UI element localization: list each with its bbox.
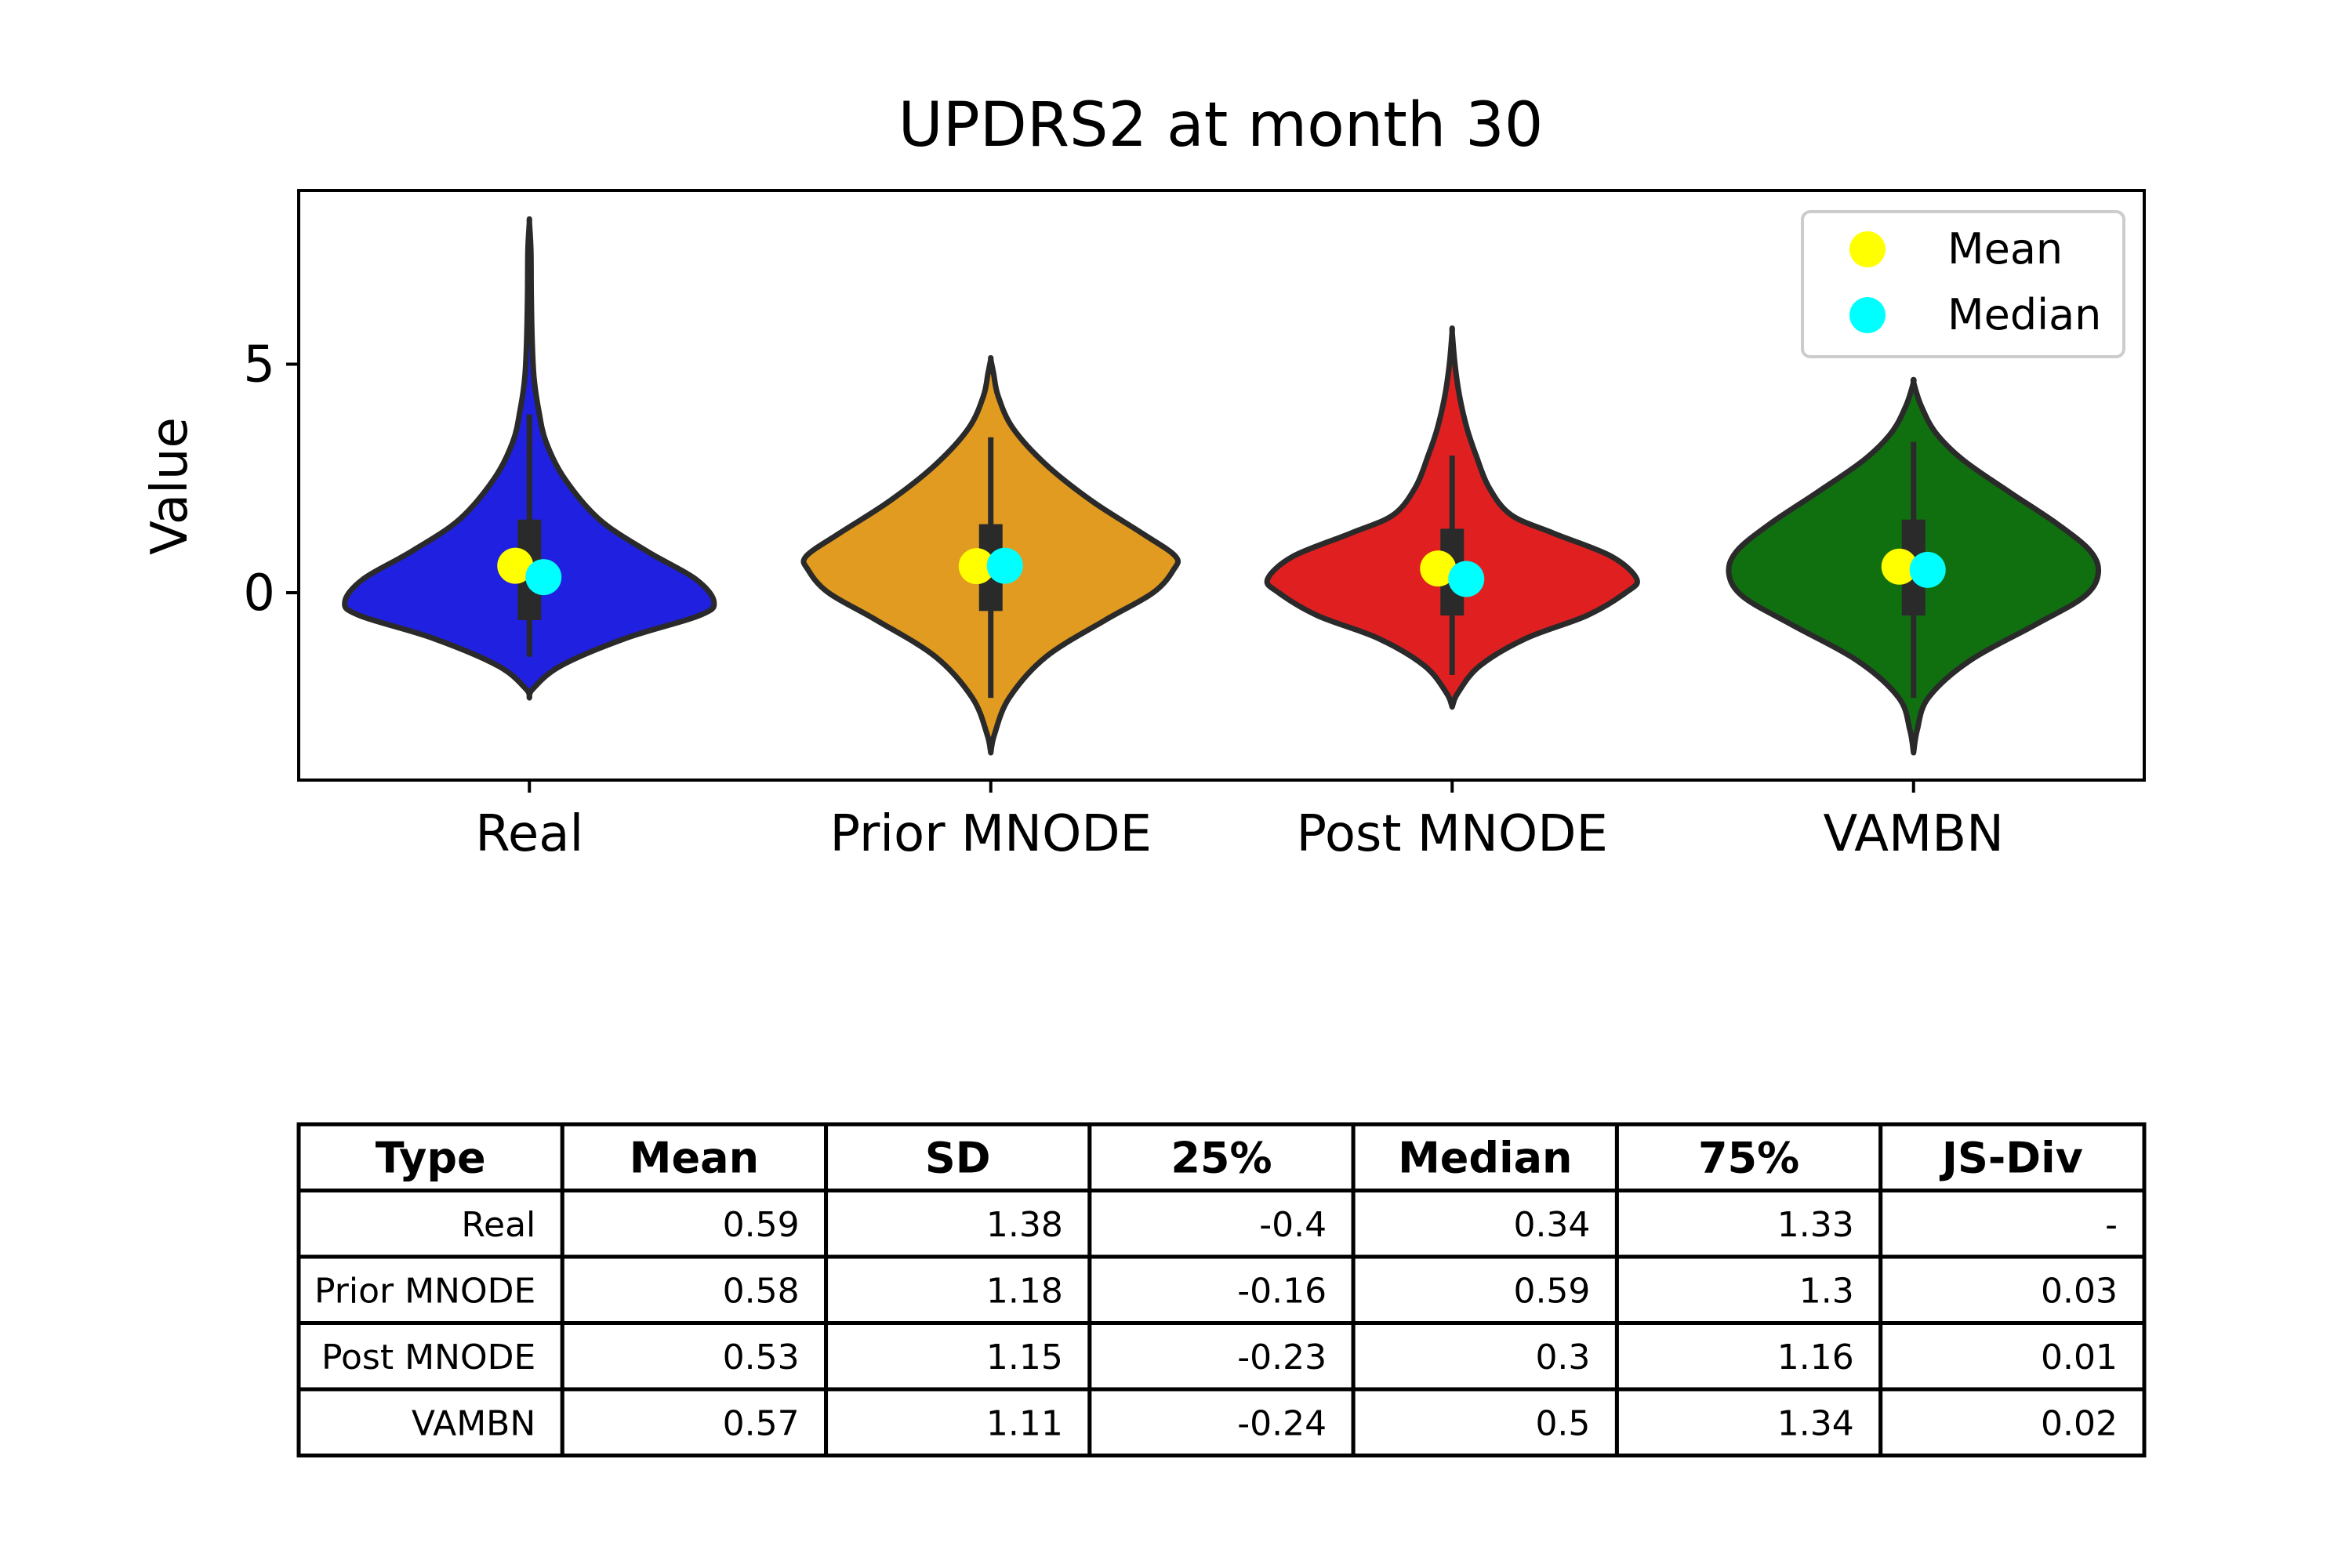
table-cell-value: 1.11 [986,1403,1063,1443]
table-header-cell [296,1122,564,1192]
table-header-label: JS-Div [1939,1133,2083,1182]
table-cell-value: 0.34 [1513,1205,1590,1245]
table-cell [824,1387,1092,1457]
table-header-cell [560,1122,829,1192]
table-cell [560,1189,829,1259]
table-header-label: Type [376,1133,486,1182]
median-marker [986,547,1023,584]
mean-marker [958,548,995,585]
table-cell [560,1254,829,1325]
table-cell-value: 0.53 [723,1338,800,1377]
x-tick-label: Real [475,805,583,863]
mean-marker [1881,548,1918,585]
table-cell [1087,1189,1356,1259]
table-header-cell [1614,1122,1883,1192]
legend: Mean Median [1801,210,2125,358]
table-cell-value: 0.59 [723,1205,800,1245]
mean-marker [1420,550,1457,587]
table-cell [1878,1387,2147,1457]
table-cell [1614,1387,1883,1457]
table-header-label: Median [1398,1133,1572,1182]
table-cell [824,1321,1092,1392]
table-cell-value: -0.4 [1259,1205,1327,1245]
table-cell [296,1189,564,1259]
legend-mean-label: Mean [1947,224,2063,274]
table-cell-value: Post MNODE [321,1338,535,1377]
table-cell-value: 1.34 [1777,1403,1854,1443]
x-tick-label: VAMBN [1824,805,2004,863]
table-cell-value: VAMBN [412,1403,535,1443]
legend-mean-marker [1849,231,1886,267]
table-header-label: Mean [630,1133,759,1182]
table-cell-value: 0.01 [2041,1338,2118,1377]
table-cell [296,1387,564,1457]
table-cell-value: 0.02 [2041,1403,2118,1443]
table-header-label: SD [925,1133,991,1182]
chart-title: UPDRS2 at month 30 [898,90,1544,161]
table-cell-value: 0.3 [1535,1338,1590,1377]
mean-marker [497,547,534,584]
table-cell [1878,1189,2147,1259]
table-cell-value: 0.59 [1513,1271,1590,1311]
median-marker [1909,551,1946,588]
table-cell-value: -0.16 [1237,1271,1327,1311]
table-header-label: 75% [1698,1133,1799,1182]
legend-median-marker [1849,297,1886,333]
y-tick-label: 5 [243,336,275,394]
table-cell-value: 1.15 [986,1338,1063,1377]
table-cell-value: - [2105,1205,2118,1245]
table-cell [560,1321,829,1392]
summary-table: Type Mean SD 25% Median 75% JS-Div Real 0.59 1.38… [296,1122,2147,1457]
median-marker [525,559,562,596]
axes-frame [297,189,2146,782]
table-cell-value: -0.24 [1237,1403,1327,1443]
table-cell [824,1189,1092,1259]
y-tick-label: 0 [243,564,275,622]
legend-median-label: Median [1947,290,2101,339]
table-cell-value: Real [461,1205,535,1245]
table-cell-value: 0.03 [2041,1271,2118,1311]
table-cell-value: 0.58 [723,1271,800,1311]
table-cell [560,1387,829,1457]
table-cell-value: 1.16 [1777,1338,1854,1377]
table-cell-value: 1.18 [986,1271,1063,1311]
table-cell [1878,1321,2147,1392]
table-cell-value: -0.23 [1237,1338,1327,1377]
table-cell-value: 0.5 [1535,1403,1590,1443]
median-marker [1448,561,1485,597]
y-axis-label: Value [141,417,199,555]
table-cell-value: 1.33 [1777,1205,1854,1245]
table-header-cell [824,1122,1092,1192]
x-tick-label: Post MNODE [1297,805,1608,863]
table-cell-value: 0.57 [723,1403,800,1443]
x-tick-label: Prior MNODE [829,805,1152,863]
table-cell [1351,1387,1619,1457]
plot-area: 0 5 Real Prior MNODE Post MNODE VAMBN [243,189,2146,863]
table-cell [296,1321,564,1392]
table-header-label: 25% [1171,1133,1272,1182]
table-cell-value: 1.38 [986,1205,1063,1245]
table-header-cell [1087,1122,1356,1192]
table-cell-value: 1.3 [1799,1271,1854,1311]
table-cell-value: Prior MNODE [314,1271,535,1311]
